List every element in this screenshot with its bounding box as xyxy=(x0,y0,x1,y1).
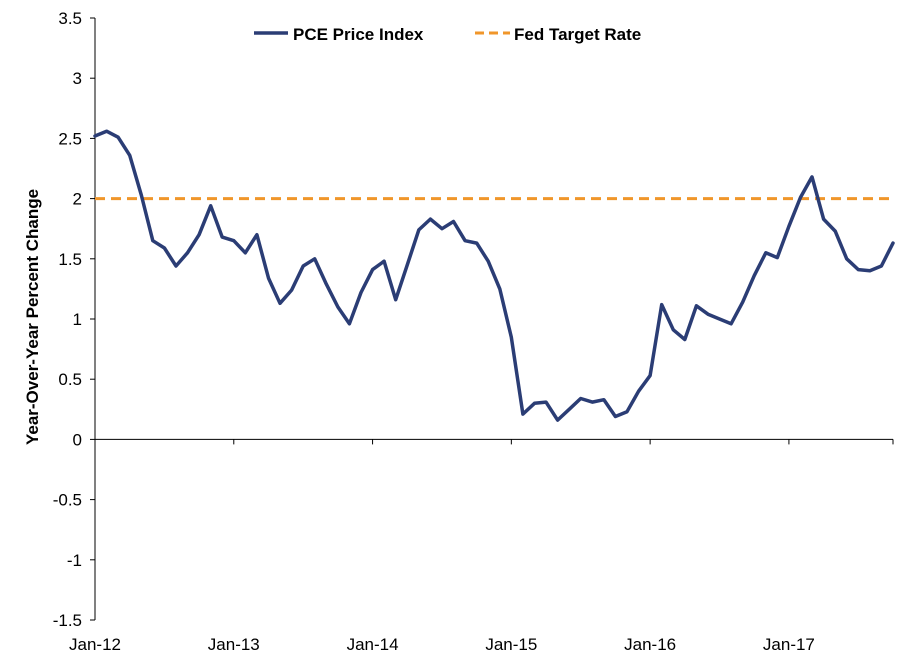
y-tick-label: 2 xyxy=(73,190,82,209)
y-tick-label: -0.5 xyxy=(53,491,82,510)
y-tick-label: -1.5 xyxy=(53,611,82,630)
x-tick-label: Jan-14 xyxy=(347,635,399,654)
y-tick-label: 2.5 xyxy=(58,129,82,148)
y-tick-label: 3.5 xyxy=(58,9,82,28)
y-axis-title: Year-Over-Year Percent Change xyxy=(23,189,42,445)
series-area xyxy=(93,129,895,422)
x-tick-label: Jan-16 xyxy=(624,635,676,654)
legend-label: PCE Price Index xyxy=(293,25,424,44)
y-tick-label: -1 xyxy=(67,551,82,570)
x-tick-label: Jan-12 xyxy=(69,635,121,654)
x-tick-label: Jan-15 xyxy=(485,635,537,654)
series-pce-price-index-line xyxy=(93,129,895,422)
x-tick-label: Jan-17 xyxy=(763,635,815,654)
legend-label: Fed Target Rate xyxy=(514,25,641,44)
axes: 3.5 3 2.5 2 1.5 1 0.5 0 -0.5 -1 -1.5 Jan-12 Jan-13 Ja… xyxy=(53,9,894,654)
y-tick-label: 1.5 xyxy=(58,250,82,269)
legend: PCE Price Index Fed Target Rate xyxy=(254,25,641,44)
y-tick-label: 3 xyxy=(73,69,82,88)
y-tick-label: 0.5 xyxy=(58,370,82,389)
x-tick-label: Jan-13 xyxy=(208,635,260,654)
y-tick-label: 1 xyxy=(73,310,82,329)
y-tick-label: 0 xyxy=(73,430,82,449)
